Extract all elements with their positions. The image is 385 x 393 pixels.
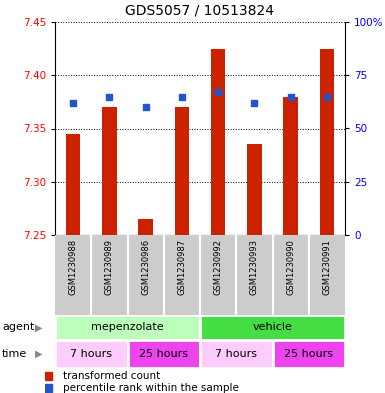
Text: time: time bbox=[2, 349, 27, 359]
Text: GSM1230986: GSM1230986 bbox=[141, 239, 150, 295]
Bar bbox=[102, 107, 117, 235]
Text: 7 hours: 7 hours bbox=[70, 349, 112, 359]
Text: transformed count: transformed count bbox=[63, 371, 160, 381]
Text: GSM1230992: GSM1230992 bbox=[214, 239, 223, 295]
Bar bbox=[200, 315, 345, 340]
Bar bbox=[55, 315, 200, 340]
Text: 25 hours: 25 hours bbox=[139, 349, 188, 359]
Text: agent: agent bbox=[2, 323, 34, 332]
Bar bbox=[247, 145, 262, 235]
Text: percentile rank within the sample: percentile rank within the sample bbox=[63, 384, 239, 393]
Bar bbox=[273, 340, 345, 368]
Text: 7 hours: 7 hours bbox=[215, 349, 257, 359]
Bar bbox=[138, 219, 153, 235]
Bar bbox=[200, 340, 273, 368]
Text: ▶: ▶ bbox=[35, 323, 42, 332]
Bar bbox=[211, 49, 225, 235]
Text: GDS5057 / 10513824: GDS5057 / 10513824 bbox=[126, 4, 275, 18]
Text: ▶: ▶ bbox=[35, 349, 42, 359]
Text: GSM1230993: GSM1230993 bbox=[250, 239, 259, 295]
Text: GSM1230989: GSM1230989 bbox=[105, 239, 114, 295]
Bar bbox=[320, 49, 334, 235]
Text: 25 hours: 25 hours bbox=[284, 349, 333, 359]
Text: GSM1230991: GSM1230991 bbox=[322, 239, 331, 295]
Text: vehicle: vehicle bbox=[253, 323, 293, 332]
Bar bbox=[175, 107, 189, 235]
Bar bbox=[55, 340, 127, 368]
Bar bbox=[66, 134, 80, 235]
Bar bbox=[283, 97, 298, 235]
Text: GSM1230987: GSM1230987 bbox=[177, 239, 186, 295]
Text: GSM1230988: GSM1230988 bbox=[69, 239, 78, 295]
Bar bbox=[127, 340, 200, 368]
Text: GSM1230990: GSM1230990 bbox=[286, 239, 295, 295]
Text: mepenzolate: mepenzolate bbox=[91, 323, 164, 332]
